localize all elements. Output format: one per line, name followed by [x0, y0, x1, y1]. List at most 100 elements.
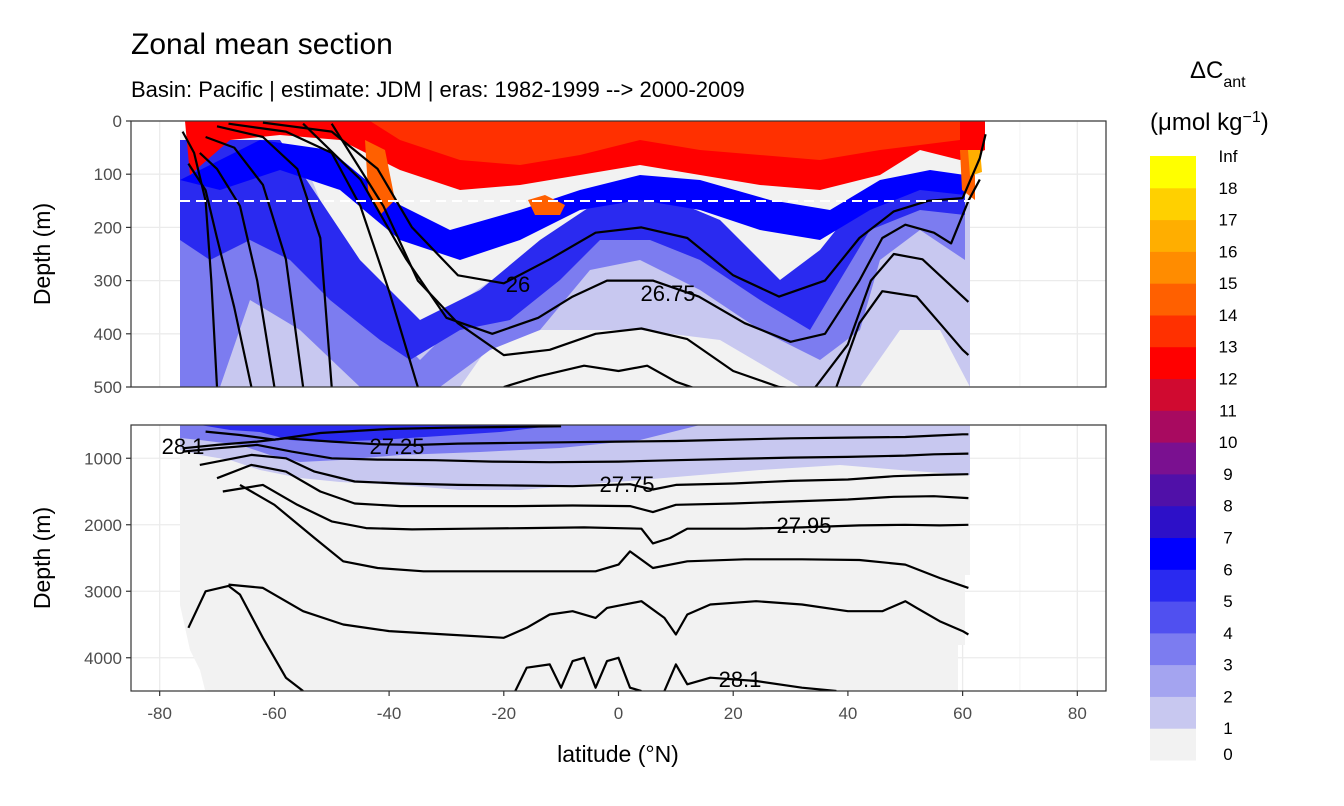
contour-label-27-95: 27.95 [776, 513, 831, 538]
chart-subtitle: Basin: Pacific | estimate: JDM | eras: 1… [131, 77, 745, 102]
legend-tick-label: 7 [1223, 529, 1232, 548]
contour-label-28-1-left: 28.1 [162, 434, 205, 459]
legend-tick-label: 4 [1223, 624, 1232, 643]
isopycnal-line [216, 125, 333, 387]
legend-swatch [1150, 187, 1196, 221]
y-tick-label: 3000 [84, 582, 122, 601]
colorbar-legend: ΔCant (μmol kg−1) 0123456789101112131415… [1150, 57, 1269, 764]
isopycnal-line [199, 453, 969, 491]
legend-swatch [1150, 728, 1196, 761]
legend-swatch [1150, 696, 1196, 729]
legend-swatch [1150, 473, 1196, 507]
isopycnal-line [228, 122, 419, 387]
legend-tick-label: 15 [1219, 274, 1238, 293]
legend-tick-label: 0 [1223, 745, 1232, 764]
isopycnal-line [228, 583, 969, 639]
legend-swatch [1150, 156, 1196, 189]
legend-swatch [1150, 505, 1196, 538]
legend-swatch [1150, 664, 1196, 697]
legend-tick-label: 9 [1223, 465, 1232, 484]
contour-label-27-25: 27.25 [369, 434, 424, 459]
y-tick-label: 4000 [84, 649, 122, 668]
isopycnal-line [663, 663, 837, 691]
y-tick-label: 300 [94, 272, 122, 291]
field-upper-orange-patch-left [365, 140, 395, 215]
x-tick-label: 60 [953, 704, 972, 723]
x-tick-label: -80 [147, 704, 172, 723]
y-tick-label: 100 [94, 165, 122, 184]
x-tick-label: -40 [377, 704, 402, 723]
legend-tick-label: 18 [1219, 179, 1238, 198]
x-tick-label: -20 [492, 704, 517, 723]
y-tick-label: 2000 [84, 516, 122, 535]
chart-title: Zonal mean section [131, 28, 393, 61]
legend-swatch [1150, 314, 1196, 348]
y-tick-label: 1000 [84, 449, 122, 468]
upper-panel-field [180, 121, 987, 387]
legend-swatch [1150, 410, 1196, 443]
legend-tick-label: 16 [1219, 242, 1238, 261]
isopycnal-line [835, 290, 970, 387]
isopycnal-line [222, 483, 969, 545]
legend-tick-label: 1 [1223, 719, 1232, 738]
isopycnal-line [182, 443, 969, 464]
legend-swatch [1150, 632, 1196, 666]
isopycnal-line [514, 656, 642, 691]
legend-swatch [1150, 601, 1196, 634]
contour-label-26: 26 [506, 272, 530, 297]
y-tick-label: 200 [94, 218, 122, 237]
x-tick-label: 20 [724, 704, 743, 723]
y-tick-label: 0 [113, 112, 122, 131]
lower-panel-field [180, 425, 970, 691]
legend-swatch [1150, 219, 1196, 252]
x-tick-label: 0 [614, 704, 623, 723]
legend-tick-label: Inf [1219, 147, 1238, 166]
field-upper-yellow-cap [968, 150, 982, 176]
legend-tick-label: 2 [1223, 687, 1232, 706]
isopycnal-line [199, 152, 276, 387]
isopycnal-line [187, 163, 253, 387]
legend-tick-label: 17 [1219, 211, 1238, 230]
legend-swatch [1150, 378, 1196, 411]
isopycnal-line [216, 463, 969, 514]
x-axis-label: latitude (°N) [557, 741, 679, 767]
field-upper-blue [180, 140, 965, 360]
lower-panel: 28.1 27.25 27.75 27.95 28.1 [130, 424, 1107, 692]
legend-tick-label: 11 [1219, 401, 1237, 420]
y-axis-label-lower: Depth (m) [29, 507, 55, 609]
isopycnal-line [503, 364, 695, 387]
isopycnal-line [187, 584, 304, 691]
legend-units: (μmol kg−1) [1150, 109, 1269, 137]
field-lower-light [180, 425, 970, 691]
legend-tick-label: 12 [1219, 370, 1238, 389]
isopycnal-line [330, 123, 970, 387]
legend-title: ΔCant [1190, 57, 1246, 91]
isopycnal-line [182, 433, 969, 450]
upper-panel-border [130, 120, 1107, 388]
isopycnal-line [205, 425, 562, 441]
isopycnal-line [205, 135, 305, 387]
legend-swatch [1150, 346, 1196, 379]
lower-isopycnals [182, 425, 969, 691]
legend-tick-label: 8 [1223, 497, 1232, 516]
legend-swatch [1150, 251, 1196, 284]
legend-tick-label: 6 [1223, 560, 1232, 579]
y-tick-label: 500 [94, 378, 122, 397]
contour-label-28-1-bottom: 28.1 [719, 667, 762, 692]
y-axis-label-upper: Depth (m) [29, 203, 55, 305]
isopycnal-line [239, 483, 969, 589]
y-tick-label: 400 [94, 325, 122, 344]
legend-tick-label: 13 [1219, 338, 1238, 357]
isopycnal-line [262, 121, 987, 298]
contour-label-27-75: 27.75 [599, 472, 654, 497]
legend-tick-label: 5 [1223, 592, 1232, 611]
field-upper-orange-red [370, 121, 960, 165]
legend-swatch [1150, 537, 1196, 570]
legend-tick-label: 3 [1223, 656, 1232, 675]
legend-tick-label: 10 [1219, 433, 1238, 452]
x-tick-label: -60 [262, 704, 287, 723]
legend-swatch [1150, 283, 1196, 316]
contour-label-26-75: 26.75 [640, 281, 695, 306]
